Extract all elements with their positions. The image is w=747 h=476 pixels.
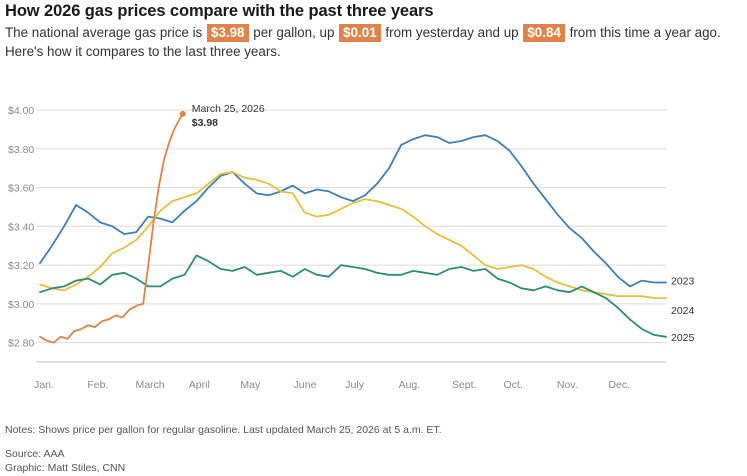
series-line-2025 xyxy=(39,254,667,338)
subtitle-text-3: from yesterday and up xyxy=(385,25,519,40)
series-line-2023 xyxy=(39,134,667,288)
chart-source: Source: AAA xyxy=(5,448,65,460)
y-tick-label: $3.40 xyxy=(8,221,34,233)
x-tick-label: Oct. xyxy=(504,379,523,391)
y-tick-label: $3.20 xyxy=(8,260,34,272)
x-tick-label: July xyxy=(345,379,364,391)
x-tick-label: Sept. xyxy=(452,379,477,391)
badge-current-price: $3.98 xyxy=(207,24,249,42)
x-tick-label: May xyxy=(240,379,261,391)
x-tick-label: Feb. xyxy=(87,379,108,391)
x-tick-label: Aug. xyxy=(399,379,421,391)
series-label-2023: 2023 xyxy=(671,276,695,288)
chart-credit: Graphic: Matt Stiles, CNN xyxy=(5,462,126,474)
current-price-annotation: March 25, 2026 $3.98 xyxy=(179,103,265,129)
chart-subtitle: The national average gas price is $3.98 … xyxy=(5,23,743,61)
series-label-2025: 2025 xyxy=(671,332,695,344)
gridlines xyxy=(36,109,666,363)
subtitle-text-1: The national average gas price is xyxy=(5,25,203,40)
chart-title: How 2026 gas prices compare with the pas… xyxy=(5,2,434,20)
annotation-date: March 25, 2026 xyxy=(192,103,265,115)
x-axis-ticks: Jan. Feb. March April May June July Aug. Sept. Oc… xyxy=(34,379,630,391)
subtitle-text-2: per gallon, up xyxy=(253,25,335,40)
x-tick-label: April xyxy=(189,379,210,391)
x-tick-label: Nov. xyxy=(557,379,578,391)
y-tick-label: $2.80 xyxy=(8,338,34,350)
chart-notes: Notes: Shows price per gallon for regula… xyxy=(5,424,442,436)
current-price-dot xyxy=(179,110,186,117)
y-tick-label: $3.60 xyxy=(8,183,34,195)
badge-day-change: $0.01 xyxy=(339,24,381,42)
series-line-2024 xyxy=(39,171,667,299)
x-tick-label: Dec. xyxy=(608,379,630,391)
badge-year-change: $0.84 xyxy=(523,24,565,42)
series-lines xyxy=(39,112,667,344)
y-tick-label: $3.00 xyxy=(8,299,34,311)
x-tick-label: March xyxy=(135,379,164,391)
x-tick-label: June xyxy=(294,379,317,391)
series-line-2026 xyxy=(39,112,184,344)
y-tick-label: $4.00 xyxy=(8,105,34,117)
line-chart: $2.80 $3.00 $3.20 $3.40 $3.60 $3.80 $4.00 Jan.… xyxy=(8,103,695,391)
x-tick-label: Jan. xyxy=(34,379,54,391)
series-label-2024: 2024 xyxy=(671,305,695,317)
series-end-labels: 2023 2024 2025 xyxy=(671,276,695,344)
subtitle-text-4: from this time a year ago. Here's how it… xyxy=(5,25,721,59)
y-tick-label: $3.80 xyxy=(8,144,34,156)
annotation-value: $3.98 xyxy=(192,117,218,129)
y-axis-ticks: $2.80 $3.00 $3.20 $3.40 $3.60 $3.80 $4.00 xyxy=(8,105,34,350)
